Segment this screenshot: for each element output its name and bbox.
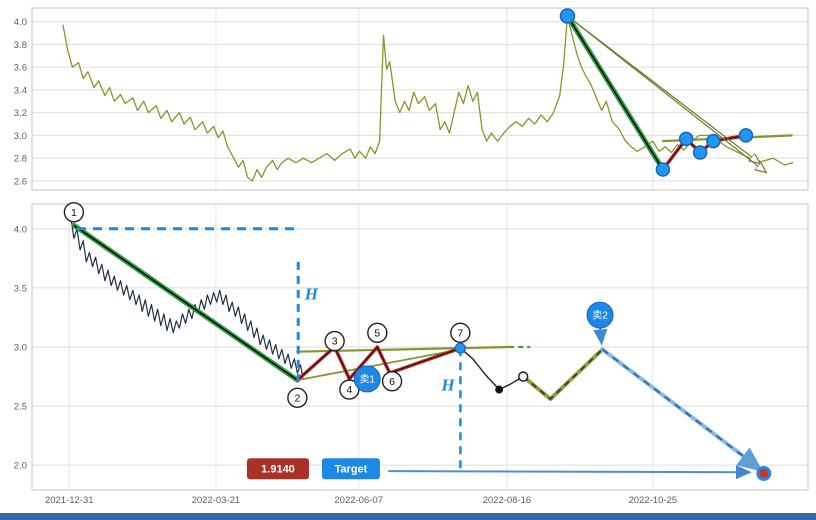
bottom-bar	[0, 513, 816, 520]
support-line	[296, 348, 462, 382]
swing-hollow-dot	[517, 371, 529, 382]
pivot-number: 5	[374, 327, 380, 339]
sell-badge	[586, 301, 614, 329]
pivot-circle-3	[324, 330, 345, 352]
sell-projection-line-core	[601, 348, 759, 469]
pivot-number: 3	[332, 336, 338, 348]
pivot-dot	[655, 162, 671, 177]
pivot-circle-4	[339, 379, 360, 400]
swing-low-dot	[495, 385, 504, 394]
pivot7-dot	[454, 342, 466, 354]
target-dot	[756, 465, 772, 481]
sell2-pointer-arrow	[593, 325, 608, 346]
sell-badge-label: 卖1	[359, 373, 375, 385]
post-pivot-line	[459, 347, 524, 391]
target-label-box-label: Target	[335, 464, 368, 476]
y-tick-label: 3.0	[14, 131, 27, 142]
y-tick-label: 3.6	[14, 63, 27, 74]
x-tick-label: 2022-10-25	[628, 495, 677, 506]
pivot-circle-7	[450, 322, 471, 344]
pivot-circle-1	[63, 202, 85, 223]
x-tick-label: 2022-06-07	[334, 495, 383, 506]
y-tick-label: 3.0	[14, 343, 27, 354]
x-tick-label: 2021-12-31	[45, 495, 94, 506]
h-label-1: H	[304, 285, 319, 304]
sell-badge	[353, 365, 381, 393]
candle-price-line	[70, 216, 304, 379]
rebound-dashed-line-core	[522, 348, 603, 400]
y-tick-label: 4.0	[14, 17, 27, 28]
pivot-number: 4	[346, 384, 352, 396]
y-tick-label: 3.5	[14, 283, 27, 294]
pivot-circle-5	[367, 322, 388, 344]
x-tick-label: 2022-08-16	[483, 495, 532, 506]
y-tick-label: 2.0	[14, 461, 27, 472]
top-chart: 4.0 3.8 3.6 3.4 3.2 3.0 2.8 2.6	[2, 2, 814, 196]
pivot-number: 2	[294, 392, 300, 404]
y-tick-label: 2.6	[14, 176, 27, 187]
pivot-number: 1	[71, 207, 77, 219]
y-tick-label: 2.5	[14, 402, 27, 413]
pivot-number: 7	[457, 327, 463, 339]
pivot-dot	[738, 128, 754, 143]
target-price-box-label: 1.9140	[261, 464, 295, 476]
price-line	[62, 15, 794, 182]
plot-border	[31, 7, 809, 191]
downtrend-line-core	[566, 15, 664, 170]
y-tick-label: 3.2	[14, 108, 27, 119]
x-tick-label: 2022-03-21	[192, 495, 241, 506]
peak-dot	[559, 8, 576, 24]
rebound-dashed-line	[521, 347, 605, 401]
pivot-dot	[678, 131, 694, 147]
zigzag-line-core	[297, 346, 461, 381]
h-label-2: H	[440, 376, 455, 395]
pivot-circle-2	[287, 387, 308, 409]
y-tick-label: 3.4	[14, 85, 27, 96]
plot-border	[31, 203, 809, 491]
pivot-number: 6	[389, 376, 395, 388]
bottom-chart: 4.0 3.5 3.0 2.5 2.0 1 2 3 4 5 6 7 卖1 卖2 H H 1.9140 Target…	[2, 196, 814, 512]
projection-arrow-2	[567, 15, 765, 172]
pivot-circle-6	[381, 371, 403, 392]
y-tick-label: 2.8	[14, 154, 27, 165]
y-tick-label: 4.0	[14, 224, 27, 235]
target-arrow	[388, 465, 752, 480]
downtrend-line-core	[73, 224, 298, 381]
target-label-box	[321, 458, 380, 480]
pivot-dot	[706, 133, 721, 149]
y-tick-label: 3.8	[14, 40, 27, 51]
pivot-dot	[692, 145, 708, 160]
sell-badge-label: 卖2	[592, 310, 608, 322]
target-price-box	[246, 458, 309, 480]
